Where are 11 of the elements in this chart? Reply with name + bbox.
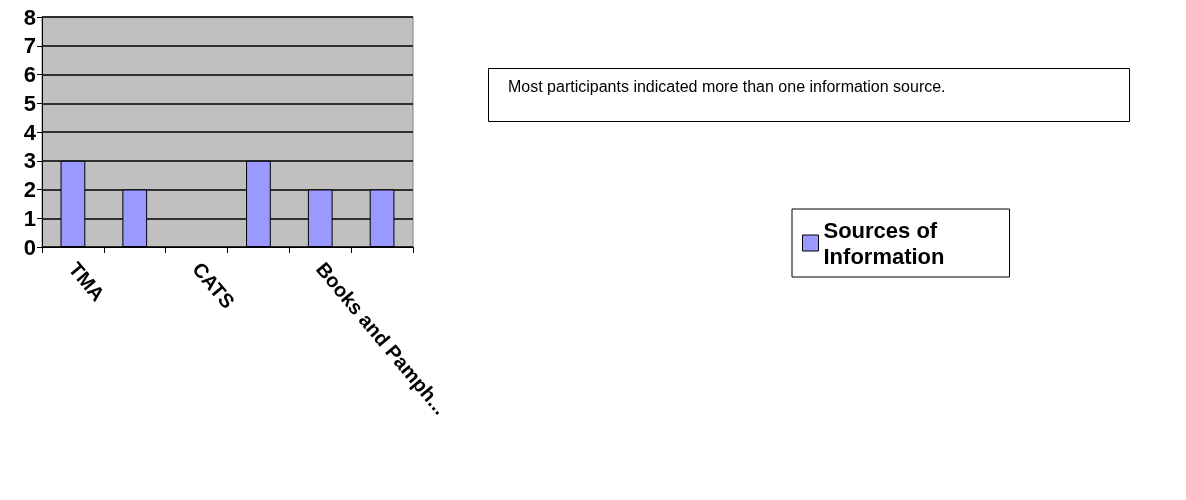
legend-label: Sources of Information [823,217,945,269]
y-tick-label: 0 [23,234,36,260]
y-tick-label: 6 [23,62,36,87]
y-tick-label: 4 [23,119,37,145]
y-tick-label: 8 [23,4,36,30]
y-tick-label: 1 [23,205,36,231]
y-tick-label: 5 [23,90,36,116]
y-tick-label: 2 [23,177,36,202]
text: Most participants indicated more than one information source. [508,77,946,95]
y-tick-label: 7 [23,33,36,59]
y-tick-label: 3 [23,148,36,174]
